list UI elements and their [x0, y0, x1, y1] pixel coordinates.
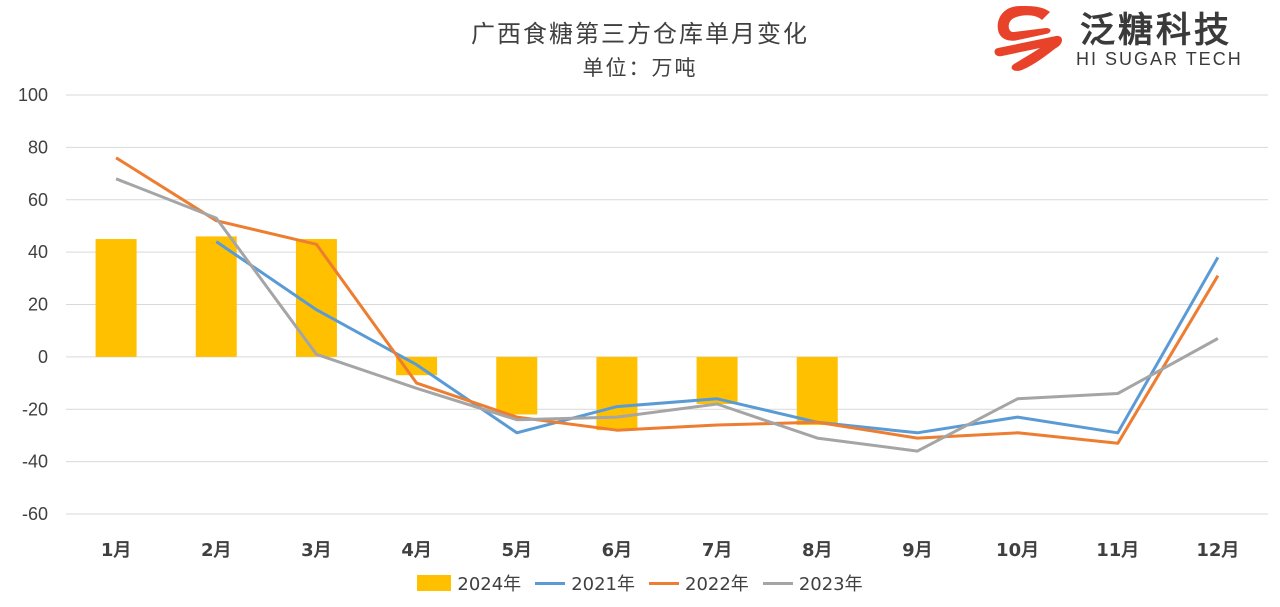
x-tick-label: 6月	[602, 540, 633, 561]
bar-series	[95, 236, 838, 431]
bar	[295, 239, 337, 357]
legend-swatch	[649, 581, 679, 585]
legend-label: 2024年	[457, 574, 522, 595]
y-tick-label: -20	[22, 399, 48, 419]
y-tick-label: 80	[28, 137, 48, 157]
brand-logo-english: HI SUGAR TECH	[1076, 49, 1243, 69]
bar	[496, 356, 538, 415]
chart-title: 广西食糖第三方仓库单月变化	[471, 20, 809, 48]
bar	[596, 356, 638, 431]
line-series	[115, 156, 1220, 453]
y-tick-label: 60	[28, 190, 48, 210]
x-tick-label: 12月	[1196, 540, 1239, 561]
chart-grid	[66, 94, 1268, 515]
x-tick-label: 10月	[996, 540, 1039, 561]
legend-item: 2024年	[417, 570, 521, 596]
legend-item: 2023年	[762, 570, 863, 596]
legend-swatch	[762, 581, 793, 585]
x-tick-label: 8月	[802, 540, 833, 561]
series-line	[115, 156, 1220, 445]
legend-item: 2021年	[535, 570, 635, 596]
bar	[195, 236, 237, 357]
legend-swatch	[535, 581, 566, 585]
y-tick-label: -40	[22, 452, 48, 472]
series-line	[115, 177, 1219, 453]
x-tick-label: 4月	[401, 540, 432, 561]
x-axis: 1月 2月 3月 4月 5月 6月 7月 8月 9月 10月 11月 12月	[101, 540, 1240, 561]
legend-item: 2022年	[649, 570, 749, 596]
y-tick-label: 40	[28, 242, 48, 262]
x-tick-label: 3月	[301, 540, 332, 561]
series-line	[215, 240, 1220, 435]
bar	[95, 239, 137, 357]
y-axis: 100 80 60 40 20 0 -20 -40 -60	[18, 85, 48, 524]
chart-subtitle: 单位：万吨	[582, 56, 698, 80]
x-tick-label: 11月	[1096, 540, 1139, 561]
brand-logo-icon	[994, 6, 1062, 71]
y-tick-label: 100	[18, 85, 48, 105]
chart-legend: 2024年 2021年 2022年 2023年	[0, 570, 1280, 596]
y-tick-label: 0	[38, 347, 48, 367]
x-tick-label: 9月	[902, 540, 933, 561]
x-tick-label: 7月	[702, 540, 733, 561]
bar	[696, 356, 738, 405]
brand-logo: 泛糖科技 HI SUGAR TECH	[992, 2, 1277, 74]
y-tick-label: -60	[22, 504, 48, 524]
x-tick-label: 5月	[501, 540, 532, 561]
legend-label: 2022年	[685, 574, 749, 595]
legend-label: 2021年	[571, 574, 635, 595]
y-tick-label: 20	[28, 295, 48, 315]
legend-label: 2023年	[798, 574, 863, 595]
bar	[796, 356, 838, 425]
x-tick-label: 1月	[101, 540, 132, 561]
x-tick-label: 2月	[201, 540, 232, 561]
brand-logo-name: 泛糖科技	[1080, 11, 1233, 51]
legend-swatch	[417, 575, 452, 591]
